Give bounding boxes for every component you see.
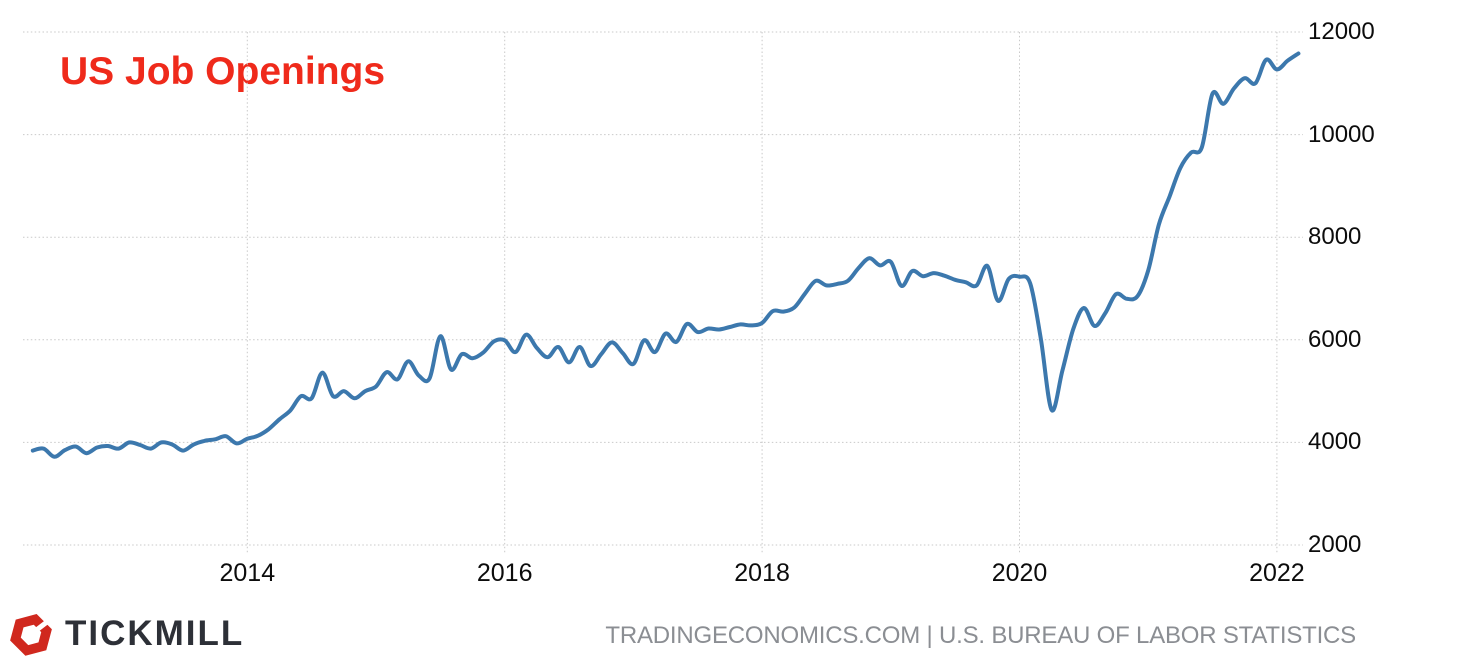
x-tick-label: 2016 xyxy=(476,559,533,587)
tickmill-logo: TICKMILL xyxy=(8,609,244,659)
chart-title: US Job Openings xyxy=(60,50,386,93)
x-tick-label: 2022 xyxy=(1249,559,1305,587)
tickmill-logo-text: TICKMILL xyxy=(65,614,245,653)
x-tick-label: 2020 xyxy=(991,559,1048,587)
logo-slash-cut xyxy=(32,614,54,634)
tickmill-logo-icon xyxy=(10,614,54,656)
y-tick-label: 4000 xyxy=(1308,428,1362,456)
y-tick-label: 10000 xyxy=(1308,120,1375,148)
y-tick-label: 2000 xyxy=(1308,531,1362,558)
y-tick-label: 8000 xyxy=(1308,223,1362,251)
x-tick-label: 2018 xyxy=(734,559,790,587)
attribution-text: TRADINGECONOMICS.COM | U.S. BUREAU OF LA… xyxy=(605,622,1356,649)
y-tick-label: 6000 xyxy=(1308,325,1362,353)
y-tick-label: 12000 xyxy=(1308,18,1375,45)
job-openings-line xyxy=(30,51,1301,459)
x-tick-label: 2014 xyxy=(219,559,276,587)
gridlines xyxy=(23,31,1303,553)
job-openings-series-path xyxy=(30,51,1301,459)
